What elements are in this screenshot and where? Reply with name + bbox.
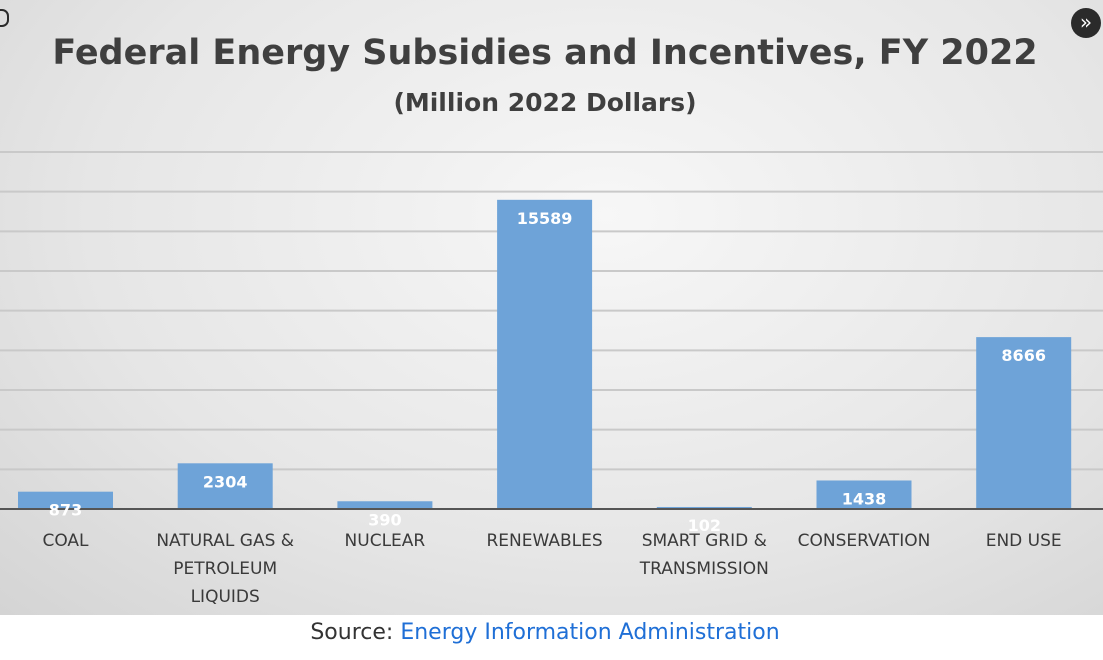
category-label-nuclear: NUCLEAR xyxy=(345,531,426,551)
category-label-natural-gas: NATURAL GAS & xyxy=(156,531,294,551)
chart-title: Federal Energy Subsidies and Incentives,… xyxy=(52,33,1037,73)
double-chevron-right-icon: » xyxy=(1079,10,1093,34)
bar-smart-grid xyxy=(656,506,752,509)
data-label-natural-gas: 2304 xyxy=(203,472,248,491)
category-label-conservation: CONSERVATION xyxy=(798,531,931,551)
bar-nuclear xyxy=(337,501,433,509)
bar-coal xyxy=(18,491,113,509)
category-label-renewables: RENEWABLES xyxy=(487,531,603,551)
category-label-smart-grid: TRANSMISSION xyxy=(639,559,769,579)
category-label-coal: COAL xyxy=(42,531,89,551)
source-prefix: Source: xyxy=(310,620,401,645)
category-label-natural-gas: LIQUIDS xyxy=(191,587,260,607)
category-label-smart-grid: SMART GRID & xyxy=(642,531,767,551)
expand-button[interactable]: » xyxy=(1071,8,1101,38)
data-label-coal: 873 xyxy=(49,501,82,520)
bar-renewables xyxy=(497,199,593,509)
source-link[interactable]: Energy Information Administration xyxy=(400,620,780,645)
chart-subtitle: (Million 2022 Dollars) xyxy=(393,88,696,117)
category-label-natural-gas: PETROLEUM xyxy=(173,559,277,579)
data-label-nuclear: 390 xyxy=(368,510,401,529)
bars xyxy=(18,199,1072,509)
category-labels: COAL NATURAL GAS & PETROLEUM LIQUIDS NUCLEAR… xyxy=(42,531,1061,607)
data-label-conservation: 1438 xyxy=(842,489,887,508)
bar-end-use xyxy=(976,337,1072,509)
data-label-renewables: 15589 xyxy=(517,209,573,228)
source-line: Source: Energy Information Administratio… xyxy=(0,620,1090,645)
bar-conservation xyxy=(816,480,912,509)
corner-circle-icon xyxy=(0,9,9,27)
data-label-smart-grid: 102 xyxy=(688,516,721,535)
data-labels: 873 2304 390 15589 102 1438 8666 xyxy=(49,209,1046,535)
bar-chart: Federal Energy Subsidies and Incentives,… xyxy=(0,33,1103,607)
data-label-end-use: 8666 xyxy=(1001,346,1046,365)
chart-panel: Federal Energy Subsidies and Incentives,… xyxy=(0,0,1103,615)
bar-natural-gas xyxy=(177,463,273,509)
category-label-end-use: END USE xyxy=(986,531,1062,551)
